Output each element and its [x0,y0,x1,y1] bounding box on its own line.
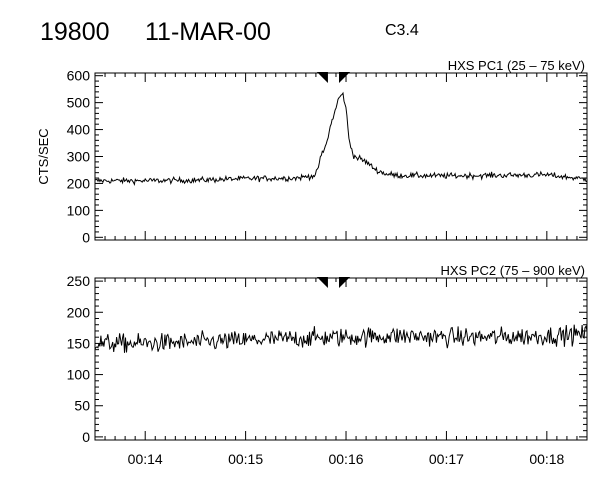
y-tick-label: 400 [67,122,91,138]
x-tick-label: 00:16 [328,451,363,467]
panel-title-1: HXS PC1 (25 – 75 keV) [448,58,585,73]
x-tick-label: 00:15 [228,451,263,467]
x-tick-label: 00:14 [128,451,163,467]
y-tick-label: 250 [67,273,91,289]
y-tick-label: 600 [67,68,91,84]
time-marker-2 [339,277,351,288]
y-tick-label: 0 [82,229,90,245]
goes-class-label: C3.4 [385,22,419,39]
y-tick-label: 200 [67,175,91,191]
y-tick-label: 50 [74,398,90,414]
x-tick-label: 00:18 [529,451,564,467]
x-tick-label: 00:17 [429,451,464,467]
y-tick-label: 0 [82,429,90,445]
y-tick-label: 150 [67,335,91,351]
y-tick-label: 300 [67,149,91,165]
y-tick-label: 100 [67,367,91,383]
data-series-2 [94,324,588,353]
panel-title-2: HXS PC2 (75 – 900 keV) [440,263,585,278]
plot-frame-1 [94,72,588,241]
y-tick-label: 500 [67,95,91,111]
event-number: 19800 [40,18,110,46]
time-marker-1 [316,72,328,83]
event-date: 11-MAR-00 [145,18,271,46]
time-marker-2 [339,72,351,83]
y-axis-label: CTS/SEC [36,128,51,184]
time-marker-1 [316,277,328,288]
y-tick-label: 200 [67,304,91,320]
data-series-1 [94,91,588,187]
plot-frame-2 [94,277,588,441]
y-tick-label: 100 [67,202,91,218]
